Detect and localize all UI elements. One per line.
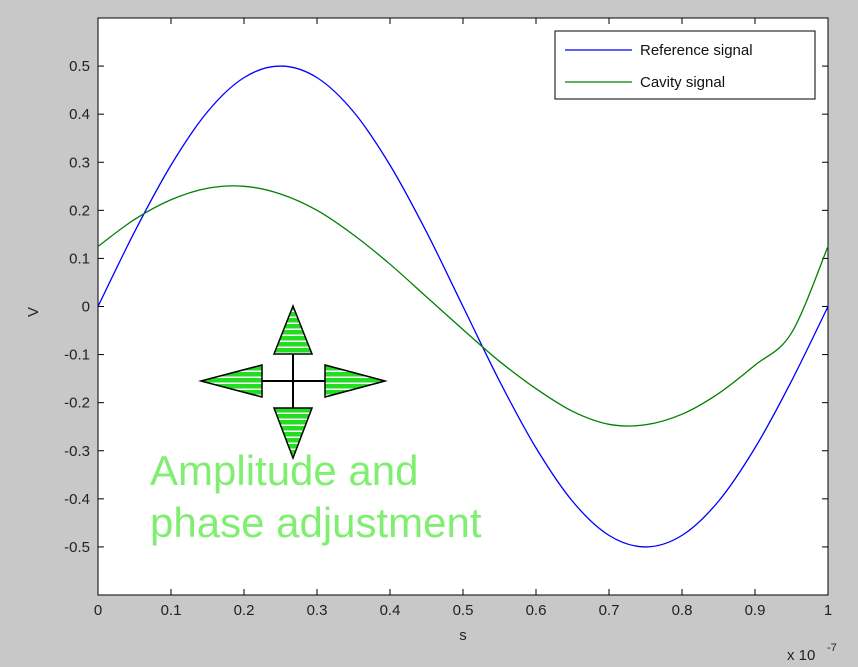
data-point <box>97 306 98 307</box>
legend: Reference signal Cavity signal <box>554 30 816 100</box>
data-point <box>572 411 573 412</box>
data-point <box>535 447 536 448</box>
arrow-right-icon <box>324 364 388 398</box>
data-point <box>791 332 792 333</box>
data-point <box>462 329 463 330</box>
data-point <box>681 535 682 536</box>
y-tick-label: 0.3 <box>69 154 90 171</box>
y-tick-label: 0.4 <box>69 106 90 123</box>
x-tick-label: 0.9 <box>745 602 766 619</box>
y-tick-label: -0.4 <box>64 491 90 508</box>
data-point <box>608 424 609 425</box>
data-point <box>462 306 463 307</box>
data-point <box>389 165 390 166</box>
x-multiplier-exponent: -7 <box>827 642 837 654</box>
data-point <box>134 231 135 232</box>
axis-ticks: 0 0.1 0.2 0.3 0.4 0.5 0.6 0.7 0.8 0.9 1 0.5 0.4 0.3 0.… <box>64 18 832 619</box>
y-tick-label: 0.2 <box>69 202 90 219</box>
data-point <box>207 111 208 112</box>
x-tick-label: 0.3 <box>307 602 328 619</box>
data-point <box>316 210 317 211</box>
x-axis-label: s <box>459 627 467 644</box>
data-point <box>353 234 354 235</box>
y-axis-label: V <box>25 307 42 317</box>
data-point <box>170 165 171 166</box>
x-tick-label: 0.5 <box>453 602 474 619</box>
annotation-line-2: phase adjustment <box>150 499 482 546</box>
data-point <box>243 77 244 78</box>
y-tick-label: 0.1 <box>69 250 90 267</box>
y-tick-label: -0.1 <box>64 347 90 364</box>
y-tick-label: -0.5 <box>64 539 90 556</box>
y-tick-label: -0.3 <box>64 443 90 460</box>
x-tick-label: 0.8 <box>672 602 693 619</box>
data-point <box>718 393 719 394</box>
data-point <box>353 111 354 112</box>
arrow-left-icon <box>198 364 263 398</box>
data-point <box>134 219 135 220</box>
data-point <box>718 501 719 502</box>
data-point <box>207 188 208 189</box>
y-tick-label: -0.2 <box>64 395 90 412</box>
x-tick-label: 0.2 <box>234 602 255 619</box>
data-series <box>97 65 829 548</box>
arrow-up-icon <box>272 303 314 355</box>
data-point <box>389 264 390 265</box>
y-tick-label: 0 <box>82 299 90 316</box>
four-way-move-arrows-icon <box>198 303 388 461</box>
data-point <box>535 388 536 389</box>
data-point <box>754 365 755 366</box>
data-point <box>280 65 281 66</box>
data-point <box>280 193 281 194</box>
data-point <box>243 186 244 187</box>
arrow-down-icon <box>272 407 314 461</box>
x-tick-label: 1 <box>824 602 832 619</box>
data-point <box>754 447 755 448</box>
data-point <box>499 361 500 362</box>
data-point <box>608 535 609 536</box>
series-line-cavity-signal <box>97 185 829 427</box>
data-point <box>316 77 317 78</box>
data-point <box>645 546 646 547</box>
data-point <box>572 501 573 502</box>
data-point <box>426 231 427 232</box>
legend-box <box>554 30 816 100</box>
legend-label-reference: Reference signal <box>640 42 753 59</box>
data-point <box>791 380 792 381</box>
data-point <box>681 414 682 415</box>
data-point <box>170 199 171 200</box>
x-tick-label: 0 <box>94 602 102 619</box>
data-point <box>827 306 828 307</box>
y-tick-label: 0.5 <box>69 58 90 75</box>
x-tick-label: 0.1 <box>161 602 182 619</box>
x-multiplier-label: x 10 <box>787 647 815 664</box>
x-tick-label: 0.7 <box>599 602 620 619</box>
data-point <box>97 246 98 247</box>
data-point <box>499 380 500 381</box>
annotation-text: Amplitude and phase adjustment <box>150 445 482 549</box>
annotation-line-1: Amplitude and <box>150 447 419 494</box>
data-point <box>645 424 646 425</box>
data-point <box>426 296 427 297</box>
data-point <box>827 246 828 247</box>
legend-label-cavity: Cavity signal <box>640 74 725 91</box>
series-line-reference-signal <box>97 65 829 548</box>
x-tick-label: 0.4 <box>380 602 401 619</box>
x-tick-label: 0.6 <box>526 602 547 619</box>
